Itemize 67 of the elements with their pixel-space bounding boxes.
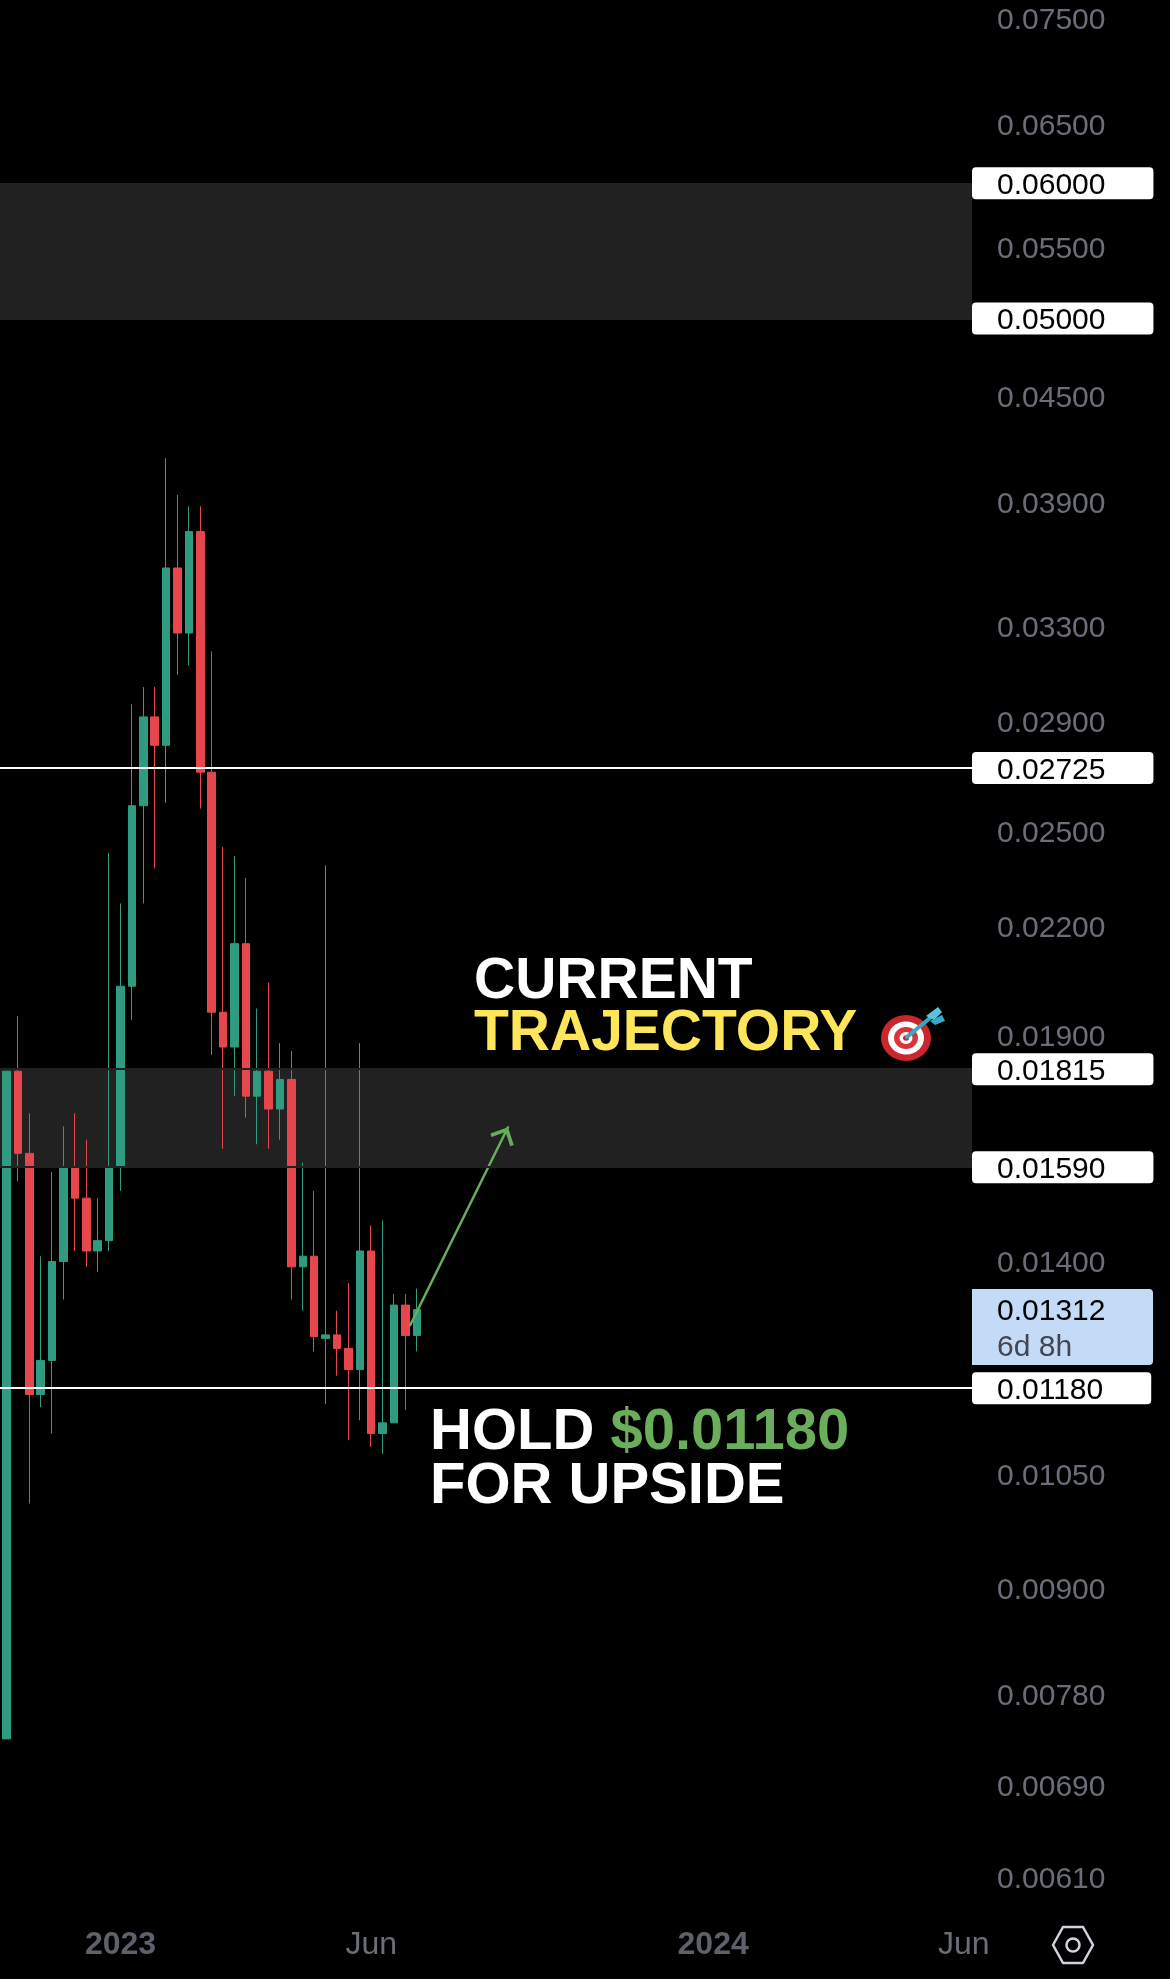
y-tick-label: 0.00780 [997,1678,1106,1712]
y-tick-label: 0.01400 [997,1245,1106,1279]
ref-line-label: 0.02725 [997,751,1106,785]
candlestick [71,1112,79,1252]
candlestick [253,1007,261,1145]
candlestick [82,1139,91,1268]
candlestick [128,703,136,1021]
y-tick-label: 0.00610 [997,1860,1106,1894]
candlestick [2,1070,11,1740]
candlestick [230,855,239,1097]
text: 0.01312 [997,1292,1106,1327]
ref-line-label: 0.01180 [997,1371,1104,1405]
candlestick [14,1015,22,1182]
candlestick [264,982,273,1150]
candlestick [378,1219,387,1455]
ref-line-label: 0.05000 [997,301,1106,335]
ref-line-label: 0.01815 [997,1052,1106,1086]
y-tick-label: 0.02900 [997,705,1106,739]
candlestick [105,852,113,1252]
y-tick-label: 0.03300 [997,609,1106,643]
candlestick [185,505,193,666]
y-tick-label: 0.02200 [997,910,1106,944]
y-tick-label: 0.01050 [997,1458,1106,1492]
candlestick [162,457,170,804]
candlestick [116,902,125,1192]
ref-line-label: 0.01590 [997,1150,1106,1184]
candlestick [356,1042,364,1421]
candlestick [173,494,182,676]
candlestick [242,877,250,1119]
candlestick [25,1112,34,1504]
candlestick [139,686,148,904]
candlestick [196,505,205,810]
x-tick-label: 2023 [84,1925,157,1961]
candlestick [390,1293,398,1424]
candlestick [299,1162,307,1312]
y-tick-label: 0.05500 [997,231,1106,265]
y-tick-label: 0.04500 [997,379,1106,413]
candlestick [310,1190,318,1352]
y-tick-label: 0.07500 [997,1,1106,35]
candlestick [401,1293,410,1411]
candlestick [219,846,227,1150]
candlestick [36,1255,45,1408]
y-tick-label: 0.06500 [997,107,1106,141]
x-tick-label: 2024 [677,1925,749,1961]
annotation: CURRENT TRAJECTORY [474,946,858,1062]
candlestick [48,1171,56,1434]
ref-line-label: 0.06000 [997,166,1106,200]
candlestick [344,1282,353,1441]
candlestick [276,1042,284,1141]
candlestick [150,686,159,869]
y-tick-label: 0.03900 [997,485,1106,519]
x-tick-label: Jun [938,1925,990,1961]
candlestick [333,1310,341,1377]
candlestick [287,1050,296,1301]
y-tick-label: 0.00900 [997,1572,1106,1606]
y-tick-label: 0.01900 [997,1018,1106,1052]
candlestick [207,650,216,1056]
annotation: HOLD $0.01180 FOR UPSIDE [430,1396,850,1515]
text: 6d 8h [997,1328,1073,1363]
x-tick-label: Jun [345,1925,398,1961]
y-tick-label: 0.00690 [997,1769,1106,1803]
y-tick-label: 0.02500 [997,815,1106,849]
candlestick [59,1125,68,1301]
candlestick [367,1224,375,1448]
candlestick [413,1287,421,1352]
candlestick [321,864,330,1405]
candlestick [93,1197,102,1273]
